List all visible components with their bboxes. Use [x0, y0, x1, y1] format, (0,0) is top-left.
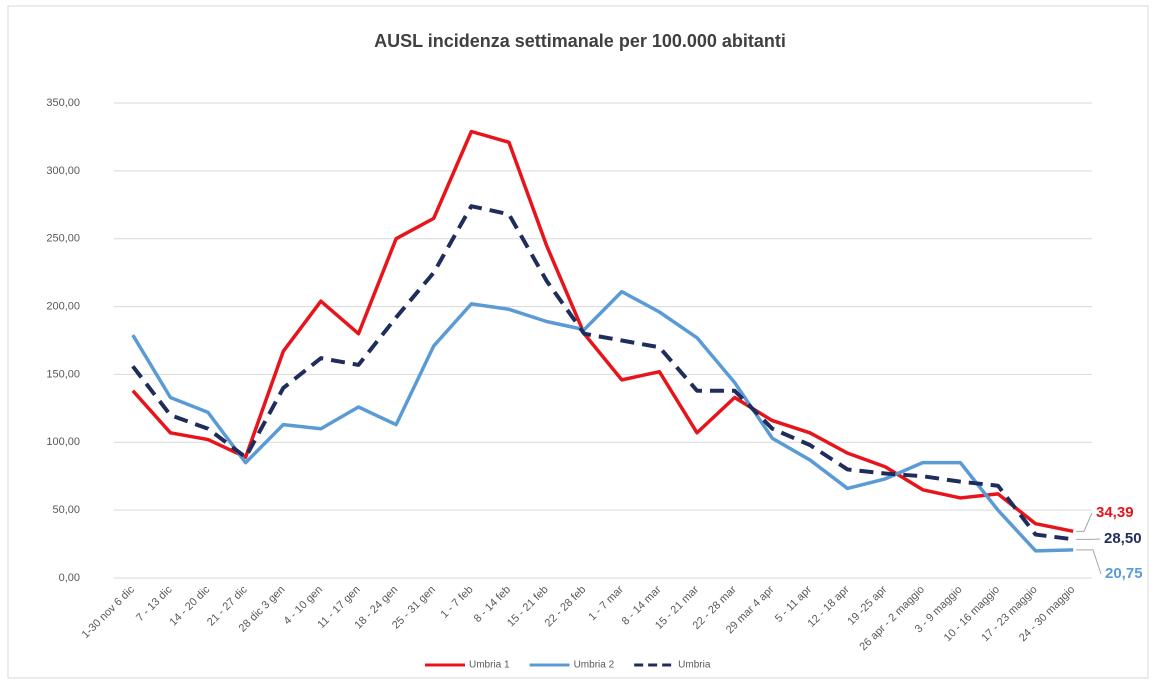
y-tick-label: 50,00 — [52, 504, 80, 516]
y-tick-label: 100,00 — [46, 436, 80, 448]
data-label: 28,50 — [1104, 530, 1142, 547]
y-tick-label: 350,00 — [46, 97, 80, 109]
legend-label: Umbria 2 — [574, 660, 615, 671]
legend-label: Umbria — [678, 660, 711, 671]
chart-title: AUSL incidenza settimanale per 100.000 a… — [374, 31, 786, 51]
y-tick-label: 150,00 — [46, 368, 80, 380]
y-tick-label: 300,00 — [46, 165, 80, 177]
x-tick-label: 12 - 18 apr — [806, 583, 852, 629]
y-tick-label: 0,00 — [59, 572, 80, 584]
data-label: 34,39 — [1096, 504, 1134, 521]
series-line — [131, 289, 1074, 553]
y-tick-label: 250,00 — [46, 233, 80, 245]
legend-label: Umbria 1 — [469, 660, 510, 671]
y-tick-label: 200,00 — [46, 300, 80, 312]
x-tick-label: 26 apr - 2 maggio — [857, 584, 926, 653]
x-tick-label: 1-30 nov 6 dic — [80, 583, 138, 641]
chart-border — [7, 5, 1149, 679]
series-line — [131, 129, 1074, 534]
x-tick-label: 22 - 28 feb — [543, 584, 589, 630]
data-label: 20,75 — [1105, 565, 1143, 582]
leader-line — [1076, 549, 1102, 575]
series-line — [131, 204, 1074, 542]
x-tick-label: 1 - 7 feb — [438, 584, 475, 621]
leader-line — [1076, 512, 1093, 532]
